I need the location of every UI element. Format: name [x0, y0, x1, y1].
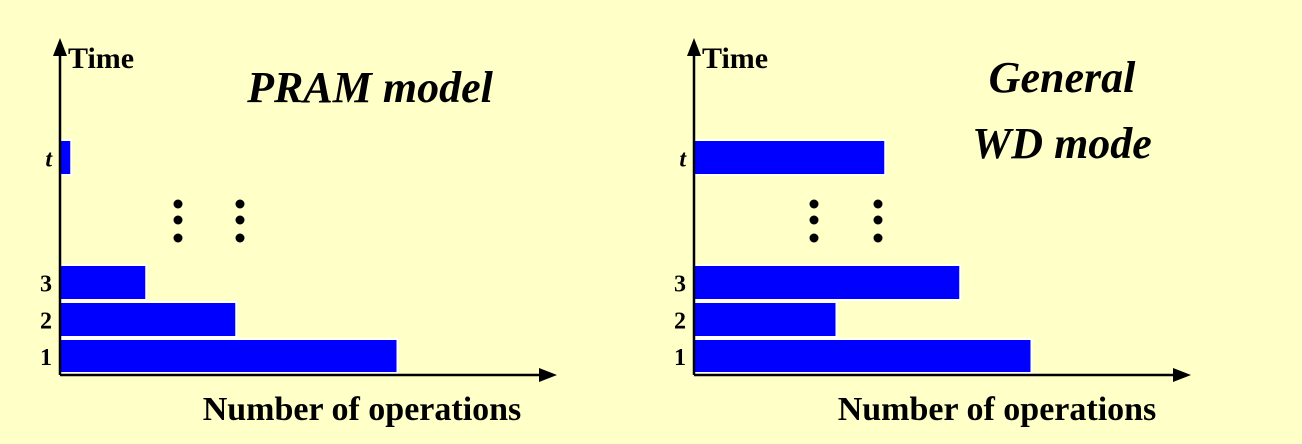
ellipsis-dot-pram-1-2	[235, 233, 245, 243]
x-axis-label-wd: Number of operations	[838, 391, 1157, 428]
row-label-pram-2: 2	[40, 309, 52, 335]
row-label-wd-3: 3	[674, 272, 686, 298]
bar-pram-1	[59, 338, 399, 374]
row-label-wd-t: t	[679, 147, 687, 173]
bar-wd-1	[693, 338, 1033, 374]
panel-wd: 1 2 3 t Time Number of operations General WD mo…	[674, 38, 1191, 428]
title-line-wd-1: WD mode	[972, 119, 1152, 168]
ellipsis-dot-pram-1-0	[235, 199, 245, 209]
x-axis-label-pram: Number of operations	[203, 391, 522, 428]
y-axis-label-wd: Time	[702, 42, 768, 75]
ellipsis-dot-pram-0-1	[173, 215, 183, 225]
ellipsis-dot-pram-0-2	[173, 233, 183, 243]
bar-pram-2	[59, 301, 238, 338]
row-label-pram-t: t	[45, 147, 53, 173]
x-axis-arrow-wd	[1173, 368, 1191, 382]
ellipsis-dot-wd-1-0	[873, 199, 883, 209]
bar-wd-t	[693, 139, 887, 176]
row-label-wd-2: 2	[674, 309, 686, 335]
title-line-wd-0: General	[989, 53, 1136, 102]
bar-wd-2	[693, 301, 838, 338]
panel-pram: 1 2 3 t Time Number of operations PRAM model	[40, 38, 557, 428]
row-label-wd-1: 1	[674, 345, 686, 371]
ellipsis-dot-wd-1-2	[873, 233, 883, 243]
ellipsis-dot-pram-1-1	[235, 215, 245, 225]
ellipsis-dot-wd-0-2	[809, 233, 819, 243]
row-label-pram-3: 3	[40, 272, 52, 298]
ellipsis-dot-pram-0-0	[173, 199, 183, 209]
title-line-pram-0: PRAM model	[246, 63, 493, 112]
y-axis-arrow-wd	[687, 38, 701, 56]
ellipsis-dot-wd-0-1	[809, 215, 819, 225]
row-label-pram-1: 1	[40, 345, 52, 371]
bar-pram-t	[59, 139, 73, 176]
x-axis-arrow-pram	[539, 368, 557, 382]
y-axis-label-pram: Time	[68, 42, 134, 75]
bar-pram-3	[59, 264, 148, 301]
ellipsis-dot-wd-1-1	[873, 215, 883, 225]
y-axis-arrow-pram	[53, 38, 67, 56]
ellipsis-dot-wd-0-0	[809, 199, 819, 209]
bar-wd-3	[693, 264, 962, 301]
